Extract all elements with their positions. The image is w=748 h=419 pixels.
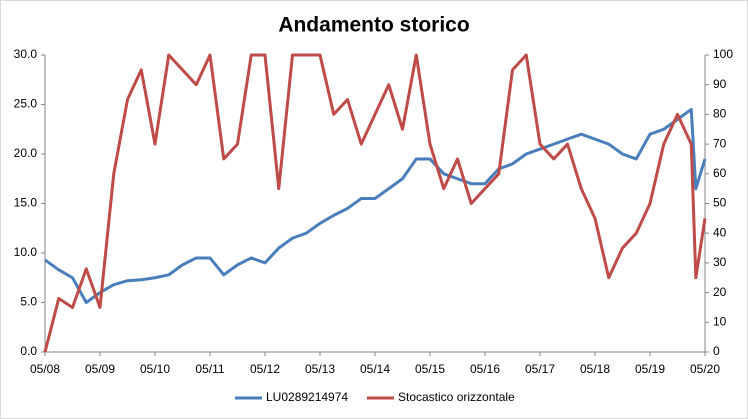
x-tick-label: 05/16 bbox=[470, 362, 500, 376]
y2-tick-label: 100 bbox=[713, 47, 733, 61]
y2-tick-label: 10 bbox=[713, 314, 727, 328]
y2-tick-label: 90 bbox=[713, 77, 727, 91]
y-tick-label: 10.0 bbox=[14, 245, 38, 259]
x-tick-label: 05/13 bbox=[305, 362, 335, 376]
y2-tick-label: 40 bbox=[713, 225, 727, 239]
y-tick-label: 0.0 bbox=[20, 344, 37, 358]
y-tick-label: 20.0 bbox=[14, 146, 38, 160]
x-tick-label: 05/17 bbox=[525, 362, 555, 376]
y2-tick-label: 60 bbox=[713, 166, 727, 180]
legend-label: LU0289214974 bbox=[266, 390, 348, 404]
x-tick-label: 05/15 bbox=[415, 362, 445, 376]
series-line bbox=[43, 53, 707, 353]
x-tick-label: 05/19 bbox=[635, 362, 665, 376]
y2-tick-label: 20 bbox=[713, 285, 727, 299]
y2-tick-label: 80 bbox=[713, 107, 727, 121]
y2-tick-label: 70 bbox=[713, 136, 727, 150]
x-tick-label: 05/12 bbox=[250, 362, 280, 376]
y2-tick-label: 0 bbox=[713, 344, 720, 358]
legend-label: Stocastico orizzontale bbox=[398, 390, 515, 404]
y-tick-label: 15.0 bbox=[14, 196, 38, 210]
y-tick-label: 25.0 bbox=[14, 97, 38, 111]
chart-title: Andamento storico bbox=[278, 14, 469, 37]
series-line bbox=[44, 107, 707, 304]
x-tick-label: 05/11 bbox=[195, 362, 224, 376]
x-tick-label: 05/09 bbox=[85, 362, 115, 376]
x-tick-label: 05/20 bbox=[690, 362, 720, 376]
y-tick-label: 30.0 bbox=[14, 47, 38, 61]
x-tick-label: 05/10 bbox=[140, 362, 170, 376]
x-tick-label: 05/18 bbox=[580, 362, 610, 376]
y-tick-label: 5.0 bbox=[20, 295, 37, 309]
x-tick-label: 05/14 bbox=[360, 362, 390, 376]
x-tick-label: 05/08 bbox=[30, 362, 60, 376]
y2-tick-label: 50 bbox=[713, 196, 727, 210]
y2-tick-label: 30 bbox=[713, 255, 727, 269]
